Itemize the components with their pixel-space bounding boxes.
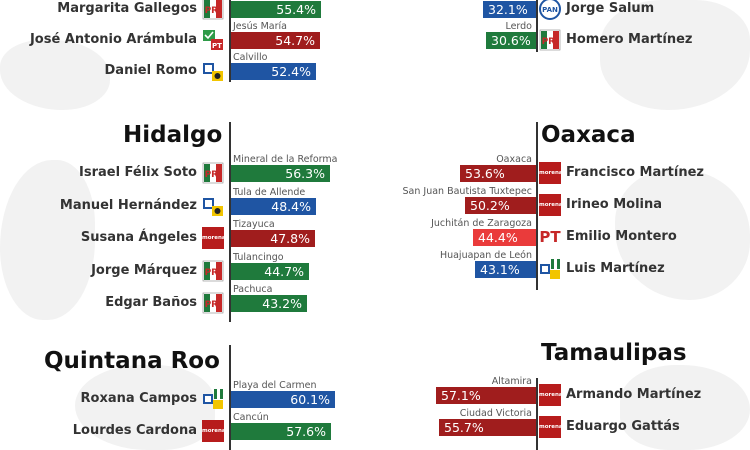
municipality-label: Juchitán de Zaragoza [431, 218, 532, 229]
bar: 52.4% [231, 63, 316, 80]
section-title-quintana-roo: Quintana Roo [44, 348, 220, 374]
candidate-name: Roxana Campos [80, 391, 198, 406]
bar: 57.1% [436, 387, 536, 404]
municipality-label: Pachuca [233, 284, 273, 295]
candidate-name: Jorge Márquez [91, 262, 197, 278]
pan-logo: PAN [539, 0, 561, 20]
bar: 43.1% [475, 261, 536, 278]
municipality-label: Lerdo [505, 21, 532, 32]
bar: 53.6% [460, 165, 536, 182]
candidate-name: Edgar Baños [105, 295, 197, 310]
bar: 50.2% [465, 197, 536, 214]
morena-logo: morena [539, 162, 563, 184]
bar: 44.7% [231, 262, 309, 280]
pan-prd-logo [202, 195, 224, 217]
axis-line [229, 345, 231, 450]
bar: 56.3% [231, 165, 330, 182]
axis-line [229, 122, 231, 322]
axis-line [536, 378, 538, 450]
morena-logo: morena [202, 227, 226, 249]
candidate-name: Eduargo Gattás [566, 419, 680, 434]
section-title-tamaulipas: Tamaulipas [541, 340, 687, 366]
pan-prd-pri-logo [539, 258, 561, 280]
svg-text:PRI: PRI [205, 170, 222, 180]
pri-logo: PRI [202, 292, 224, 314]
bar: 47.8% [231, 230, 315, 247]
candidate-name: Israel Félix Soto [79, 165, 197, 180]
bar: 60.1% [231, 391, 335, 408]
bar: 57.6% [231, 423, 331, 440]
pri-logo: PRI [202, 162, 224, 184]
candidate-name: Armando Martínez [566, 387, 702, 402]
municipality-label: Jesús María [233, 21, 287, 32]
candidate-name: Margarita Gallegos [57, 1, 197, 16]
municipality-label: Mineral de la Reforma [233, 154, 338, 165]
bar: 48.4% [231, 197, 316, 215]
bar: 54.7% [231, 32, 320, 49]
svg-text:PRI: PRI [205, 6, 222, 16]
section-title-oaxaca: Oaxaca [541, 122, 636, 148]
pt-logo: PT [539, 228, 561, 246]
svg-text:PRI: PRI [542, 37, 559, 47]
bar: 55.7% [439, 419, 536, 436]
municipality-label: Calvillo [233, 52, 268, 63]
municipality-label: Altamira [491, 376, 532, 387]
municipality-label: Tula de Allende [233, 186, 306, 198]
candidate-name: Susana Ángeles [80, 230, 197, 245]
morena-logo: morena [539, 416, 563, 438]
municipality-label: Tizayuca [233, 219, 275, 230]
svg-text:PRI: PRI [205, 268, 222, 278]
candidate-name: Luis Martínez [566, 261, 665, 276]
candidate-name: Manuel Hernández [59, 197, 197, 213]
morena-logo: morena [202, 420, 226, 442]
candidate-name: Lourdes Cardona [72, 423, 197, 438]
municipality-label: San Juan Bautista Tuxtepec [402, 186, 533, 197]
bar: 30.6% [486, 32, 536, 49]
map-silhouette [0, 40, 110, 110]
svg-text:PRI: PRI [205, 300, 222, 310]
bar: 32.1% [483, 1, 536, 18]
municipality-label: Huajuapan de León [439, 250, 532, 261]
candidate-name: Homero Martínez [566, 32, 693, 47]
morena-logo: morena [539, 384, 563, 406]
axis-line [536, 0, 538, 52]
svg-text:PT: PT [212, 42, 222, 50]
pri-logo: PRI [202, 0, 224, 20]
pri-logo: PRI [539, 29, 561, 51]
municipality-label: Cancún [233, 412, 269, 423]
candidate-name: Irineo Molina [566, 197, 663, 212]
candidate-name: José Antonio Arámbula [29, 32, 197, 47]
bar: 43.2% [231, 295, 307, 312]
axis-line [229, 0, 231, 82]
candidate-name: Emilio Montero [566, 229, 677, 244]
municipality-label: Tulancingo [233, 251, 284, 263]
candidate-name: Jorge Salum [566, 1, 655, 16]
municipality-label: Oaxaca [496, 154, 532, 165]
pri-logo: PRI [202, 260, 224, 282]
section-title-hidalgo: Hidalgo [123, 122, 223, 148]
bar: 55.4% [231, 1, 321, 18]
candidate-name: Daniel Romo [104, 63, 198, 78]
pvem-pt-logo: PT [202, 29, 224, 51]
candidate-name: Francisco Martínez [566, 165, 704, 180]
municipality-label: Ciudad Victoria [459, 408, 532, 419]
pan-prd-pri-logo [202, 388, 224, 410]
map-silhouette [620, 365, 750, 450]
axis-line [536, 122, 538, 290]
bar: 44.4% [473, 229, 536, 246]
municipality-label: Playa del Carmen [233, 380, 317, 391]
svg-text:PAN: PAN [542, 6, 558, 14]
morena-logo: morena [539, 194, 563, 216]
pan-prd-logo [202, 60, 224, 82]
